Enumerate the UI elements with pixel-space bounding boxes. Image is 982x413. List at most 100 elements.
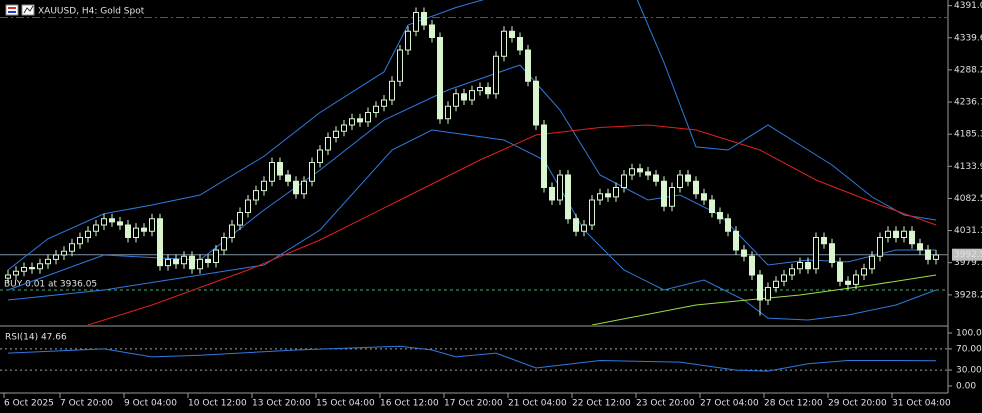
candle-body	[765, 287, 771, 301]
candle-body	[453, 93, 459, 107]
candle-body	[589, 199, 595, 226]
candle-body	[501, 30, 507, 57]
candle-body	[61, 250, 67, 256]
candle-body	[597, 193, 603, 201]
candle-body	[261, 180, 267, 192]
candle-body	[781, 274, 787, 282]
x-tick-label: 6 Oct 2025	[4, 399, 54, 409]
candle-body	[693, 180, 699, 195]
y-tick-label: 4082.5	[954, 194, 982, 204]
y-tick-label: 4339.6	[954, 33, 982, 43]
candle-body	[821, 237, 827, 245]
candle-body	[829, 243, 835, 263]
rsi-tick-label: 0.00	[956, 382, 976, 392]
candle-body	[277, 162, 283, 176]
candle-body	[637, 168, 643, 173]
rsi-tick-label: 100.00	[956, 329, 982, 339]
candle-body	[317, 149, 323, 163]
candle-body	[397, 49, 403, 82]
candle-body	[421, 12, 427, 26]
candle-body	[197, 258, 203, 270]
x-tick-label: 15 Oct 04:00	[316, 399, 375, 409]
candle-body	[533, 80, 539, 126]
candle-body	[445, 105, 451, 120]
x-tick-label: 23 Oct 20:00	[636, 399, 695, 409]
candle-body	[461, 93, 467, 101]
candle-body	[29, 267, 35, 270]
candle-body	[909, 230, 915, 245]
candle-body	[229, 224, 235, 238]
x-tick-label: 29 Oct 20:00	[828, 399, 887, 409]
candle-body	[645, 171, 651, 176]
rsi-tick-label: 70.00	[956, 344, 982, 354]
candle-body	[861, 268, 867, 276]
candle-body	[365, 112, 371, 123]
candle-body	[933, 254, 939, 260]
x-tick-label: 10 Oct 12:00	[188, 399, 247, 409]
x-tick-label: 13 Oct 20:00	[252, 399, 311, 409]
candle-body	[85, 230, 91, 238]
candle-body	[701, 193, 707, 201]
candle-body	[93, 224, 99, 232]
candle-body	[485, 87, 491, 95]
candle-body	[509, 30, 515, 38]
candle-body	[269, 162, 275, 182]
candle-body	[717, 212, 723, 220]
candle-body	[413, 12, 419, 32]
candle-body	[725, 218, 731, 232]
candle-body	[429, 24, 435, 38]
candle-body	[669, 187, 675, 207]
x-tick-label: 31 Oct 04:00	[892, 399, 951, 409]
y-tick-label: 4236.7	[954, 98, 982, 108]
candle-body	[437, 37, 443, 120]
candle-body	[789, 268, 795, 276]
x-tick-label: 22 Oct 12:00	[572, 399, 631, 409]
candle-body	[253, 190, 259, 201]
candle-body	[661, 180, 667, 207]
candle-body	[309, 162, 315, 182]
y-tick-label: 4133.9	[954, 162, 982, 172]
candle-body	[149, 218, 155, 232]
candle-body	[541, 124, 547, 188]
candle-body	[141, 227, 147, 232]
candle-body	[77, 237, 83, 245]
candle-body	[613, 187, 619, 198]
candle-body	[45, 258, 51, 265]
candle-body	[853, 274, 859, 285]
candle-body	[557, 174, 563, 201]
x-tick-label: 17 Oct 20:00	[444, 399, 503, 409]
x-tick-label: 9 Oct 04:00	[124, 399, 177, 409]
candle-body	[805, 262, 811, 270]
x-tick-label: 27 Oct 04:00	[700, 399, 759, 409]
candle-body	[293, 180, 299, 195]
candle-body	[205, 258, 211, 263]
rsi-panel	[0, 345, 948, 372]
axes: 4391.0 4339.6 4288.2 4236.7 4185.3 4133.9 4082…	[3, 1, 982, 409]
candle-body	[709, 199, 715, 213]
candle-body	[893, 230, 899, 238]
candle-body	[837, 262, 843, 282]
candle-body	[173, 258, 179, 265]
candle-body	[493, 55, 499, 95]
candle-body	[357, 118, 363, 123]
candle-body	[573, 218, 579, 232]
rsi-label: RSI(14) 47.66	[5, 333, 67, 343]
y-tick-label: 3928.2	[954, 290, 982, 300]
x-tick-label: 28 Oct 12:00	[764, 399, 823, 409]
candle-body	[845, 280, 851, 285]
candle-body	[517, 37, 523, 51]
symbol-icons	[5, 4, 35, 16]
candle-body	[245, 199, 251, 213]
candle-body	[21, 267, 27, 272]
candle-body	[525, 49, 531, 82]
candle-body	[125, 224, 131, 238]
candle-body	[181, 255, 187, 265]
x-tick-label: 7 Oct 20:00	[60, 399, 113, 409]
candle-body	[885, 230, 891, 238]
candle-body	[5, 274, 11, 279]
candle-body	[749, 255, 755, 276]
candle-body	[733, 230, 739, 251]
price-label: 3992.5	[954, 250, 982, 260]
candle-body	[741, 249, 747, 257]
